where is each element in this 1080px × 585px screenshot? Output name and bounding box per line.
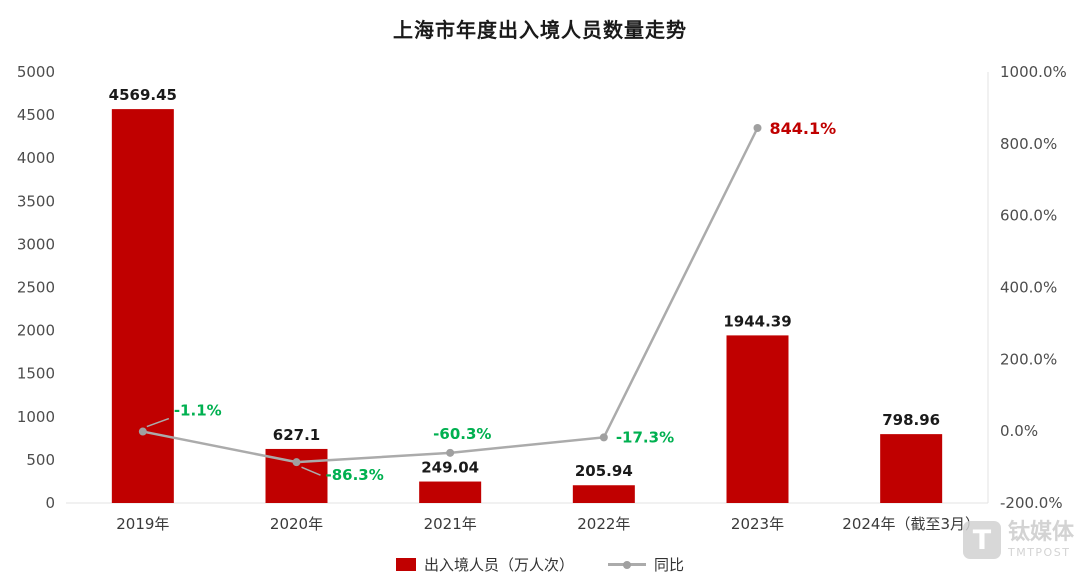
bar-2019年 <box>111 109 174 504</box>
x-axis-category-label: 2022年 <box>577 515 630 533</box>
watermark-brand: 钛媒体 <box>1007 520 1074 545</box>
left-axis-tick: 500 <box>26 451 55 469</box>
tmtpost-logo-icon: T <box>962 521 1001 559</box>
bar-2023年 <box>726 335 789 503</box>
right-axis-tick: 400.0% <box>1000 279 1057 297</box>
yoy-line-marker <box>292 458 301 467</box>
yoy-value-label: 844.1% <box>770 119 837 138</box>
x-axis-category-label: 2020年 <box>270 515 323 533</box>
right-axis-tick: -200.0% <box>1000 494 1063 512</box>
bar-2021年 <box>419 481 482 503</box>
yoy-value-label: -1.1% <box>174 402 222 420</box>
left-axis-tick: 4500 <box>17 106 55 124</box>
left-axis-tick: 1000 <box>17 408 55 426</box>
bar-2024年（截至3月） <box>880 434 943 503</box>
yoy-value-label: -60.3% <box>433 425 491 443</box>
watermark-sub: TMTPOST <box>1007 546 1071 560</box>
right-axis-tick: 600.0% <box>1000 207 1057 225</box>
bar-value-label: 4569.45 <box>109 86 177 104</box>
right-axis-tick: 1000.0% <box>1000 63 1067 81</box>
left-axis-tick: 2500 <box>17 279 55 297</box>
bar-value-label: 249.04 <box>421 459 479 477</box>
legend-item-bars: 出入境人员（万人次） <box>395 554 574 575</box>
bar-2022年 <box>572 485 635 503</box>
yoy-line-marker <box>753 123 762 132</box>
bar-value-label: 627.1 <box>273 426 320 444</box>
yoy-line-marker <box>599 433 608 442</box>
chart-title: 上海市年度出入境人员数量走势 <box>393 18 687 42</box>
legend-item-line: 同比 <box>608 554 684 575</box>
bar-value-label: 798.96 <box>882 411 940 429</box>
bar-value-label: 1944.39 <box>723 312 791 330</box>
label-leader-line <box>301 466 321 476</box>
bar-swatch-icon <box>395 558 416 571</box>
yoy-value-label: -86.3% <box>326 466 384 484</box>
x-axis-category-label: 2024年（截至3月） <box>842 515 980 533</box>
yoy-line <box>142 127 759 464</box>
x-axis-category-label: 2023年 <box>731 515 784 533</box>
left-axis-tick: 1500 <box>17 365 55 383</box>
yoy-line-marker <box>446 448 455 457</box>
left-axis-tick: 3000 <box>17 235 55 253</box>
tmtpost-watermark-text: 钛媒体 TMTPOST <box>1008 521 1074 559</box>
left-axis-tick: 2000 <box>17 322 55 340</box>
tmtpost-watermark: T 钛媒体 TMTPOST <box>962 521 1074 559</box>
left-axis-tick: 4000 <box>17 149 55 167</box>
right-axis-tick: 0.0% <box>1000 422 1038 440</box>
yoy-line-marker <box>138 427 147 436</box>
line-swatch-icon <box>608 560 646 569</box>
legend-label-bars: 出入境人员（万人次） <box>423 556 574 574</box>
right-axis-tick: 200.0% <box>1000 350 1057 368</box>
left-axis-tick: 0 <box>45 494 55 512</box>
chart-legend: 出入境人员（万人次） 同比 <box>0 554 1080 575</box>
x-axis-category-label: 2019年 <box>116 515 169 533</box>
legend-label-line: 同比 <box>654 556 685 574</box>
left-axis-tick: 5000 <box>17 63 55 81</box>
right-axis-tick: 800.0% <box>1000 135 1057 153</box>
line-swatch-dot-icon <box>623 560 631 569</box>
bar-value-label: 205.94 <box>575 462 633 480</box>
left-axis-tick: 3500 <box>17 192 55 210</box>
yoy-value-label: -17.3% <box>616 428 674 446</box>
label-leader-line <box>146 417 170 428</box>
x-axis-category-label: 2021年 <box>424 515 477 533</box>
